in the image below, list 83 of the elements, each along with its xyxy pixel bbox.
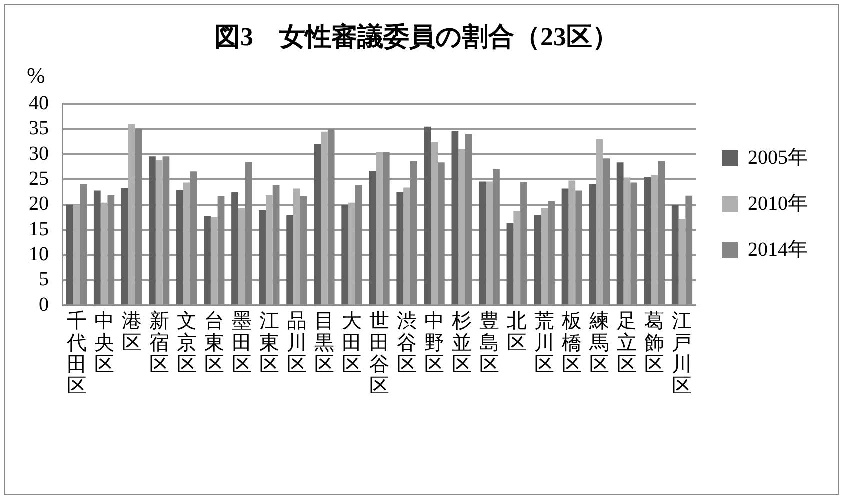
bar — [321, 132, 328, 305]
x-tick-label: 北区 — [507, 310, 528, 354]
bar — [431, 142, 438, 305]
bar — [369, 171, 376, 305]
x-tick-label: 杉並区 — [451, 310, 472, 376]
bar — [424, 126, 432, 305]
bar — [259, 210, 266, 305]
bar — [94, 190, 101, 305]
bar — [376, 152, 383, 305]
x-tick-label: 中野区 — [424, 310, 445, 376]
bar — [121, 188, 128, 305]
bar — [514, 210, 521, 305]
chart-title: 図3 女性審議委員の割合（23区） — [214, 22, 618, 52]
bar — [238, 208, 246, 305]
bar — [232, 192, 238, 305]
bar — [183, 182, 190, 305]
x-tick-label: 千代田区 — [66, 310, 87, 398]
bar — [156, 160, 163, 305]
y-tick-label: 40 — [29, 92, 49, 114]
x-tick-label: 江東区 — [259, 310, 280, 376]
x-tick-label: 葛飾区 — [644, 310, 665, 376]
bar — [286, 215, 294, 305]
x-tick-label: 中央区 — [94, 310, 114, 376]
bar — [541, 208, 548, 305]
x-tick-label: 世田谷区 — [370, 310, 390, 398]
bar — [73, 204, 80, 305]
bar — [100, 202, 108, 305]
bar — [348, 202, 356, 305]
bar — [176, 190, 184, 305]
bar — [458, 149, 466, 305]
bar — [624, 178, 631, 305]
x-tick-label: 港区 — [122, 310, 142, 354]
x-tick-label: 目黒区 — [314, 310, 334, 376]
x-tick-label: 新宿区 — [149, 310, 170, 376]
bar — [672, 205, 679, 305]
y-tick-label: 20 — [29, 193, 49, 216]
bar — [404, 188, 410, 305]
bar — [596, 139, 604, 305]
x-tick-label: 品川区 — [286, 310, 307, 376]
bar — [651, 175, 658, 305]
bar — [266, 195, 273, 305]
x-tick-label: 墨田区 — [232, 310, 252, 376]
x-tick-label: 文京区 — [176, 310, 197, 376]
y-tick-label: 35 — [29, 118, 49, 140]
x-tick-label: 大田区 — [342, 310, 362, 376]
bar — [314, 144, 322, 305]
legend-label: 2010年 — [748, 192, 808, 215]
x-tick-label: 荒川区 — [534, 310, 555, 376]
bar — [568, 180, 576, 305]
legend-label: 2014年 — [748, 238, 808, 261]
x-tick-label: 豊島区 — [480, 310, 500, 376]
x-tick-label: 江戸川区 — [672, 310, 692, 398]
y-tick-label: 30 — [29, 142, 49, 165]
bar — [534, 214, 542, 305]
bar — [486, 182, 494, 305]
bar — [293, 188, 300, 305]
bar — [149, 156, 156, 305]
legend-label: 2005年 — [748, 146, 808, 169]
y-tick-label: 5 — [39, 268, 49, 291]
bar — [589, 184, 596, 305]
x-tick-label: 渋谷区 — [397, 310, 418, 376]
x-tick-label: 板橋区 — [561, 310, 582, 376]
bar — [479, 182, 486, 305]
bar — [452, 131, 459, 305]
bar — [210, 217, 218, 305]
y-tick-label: 0 — [39, 294, 49, 316]
bar — [396, 192, 404, 305]
bar — [506, 223, 514, 305]
x-tick-label: 足立区 — [617, 310, 638, 376]
bar — [204, 216, 211, 305]
x-tick-label: 練馬区 — [588, 310, 610, 376]
x-tick-label: 台東区 — [204, 310, 224, 376]
bar — [616, 162, 624, 305]
y-tick-label: 25 — [29, 168, 49, 190]
bar — [644, 177, 652, 305]
bar — [678, 219, 686, 305]
bar — [342, 205, 349, 305]
y-tick-label: 15 — [29, 218, 49, 240]
bar — [562, 188, 569, 305]
y-axis-title: % — [27, 62, 46, 88]
bar — [66, 204, 74, 305]
y-tick-label: 10 — [29, 244, 49, 266]
bar — [128, 124, 136, 305]
